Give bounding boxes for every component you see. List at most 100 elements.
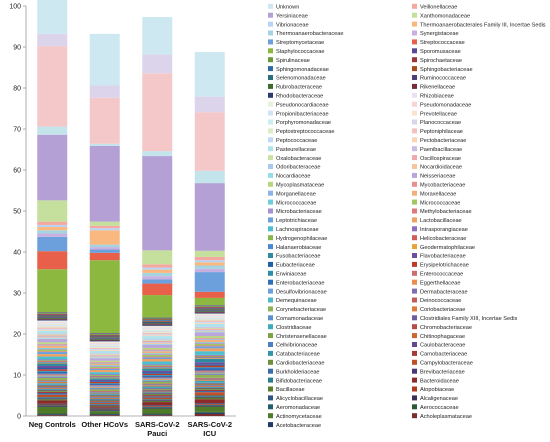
legend-item: Burkholderiaceae [268, 368, 320, 375]
bar-segment [194, 330, 225, 332]
bar-segment [142, 264, 173, 268]
bar-segment [37, 384, 68, 386]
legend-swatch [268, 3, 273, 9]
bar-segment [194, 331, 225, 333]
bar-segment [37, 377, 68, 378]
bar-segment [194, 383, 225, 385]
bar-segment [142, 380, 173, 382]
bar-segment [194, 375, 225, 378]
legend-label: Pectobacteriaceae [420, 138, 466, 144]
legend-swatch [268, 190, 273, 196]
bar-segment [89, 396, 120, 398]
bar-segment [89, 406, 120, 408]
bar-segment [89, 342, 120, 344]
legend-item: Aeromonadaceae [268, 404, 320, 411]
bar-segment [89, 383, 120, 385]
bar-segment [194, 265, 225, 269]
bar-segment [142, 322, 173, 324]
bar-segment [194, 362, 225, 365]
legend-label: Propionibacteriaceae [276, 111, 329, 117]
legend-swatch [268, 155, 273, 161]
legend-label: Atopobiaceae [420, 387, 454, 393]
bar-segment [89, 377, 120, 379]
bar-segment [37, 389, 68, 391]
bar-segment [37, 404, 68, 406]
bar-segment [89, 145, 120, 222]
legend-item: Chitinophagaceae [412, 333, 465, 340]
bar-segment [142, 318, 173, 320]
bar-segment [142, 342, 173, 344]
legend-label: Thermoanaerobacterales Family III, Incer… [420, 22, 546, 28]
bar-segment [37, 336, 68, 338]
legend-swatch [412, 386, 417, 392]
legend-label: Intrasporangiaceae [420, 227, 468, 233]
bar-segment [89, 334, 120, 335]
legend-swatch [412, 297, 417, 303]
bar-segment [89, 374, 120, 375]
bar-segment [37, 381, 68, 384]
legend-label: Streptococcaceae [420, 40, 465, 46]
bar-segment [89, 410, 120, 412]
bar-segment [194, 395, 225, 397]
bar-segment [37, 380, 68, 382]
legend-item: Rhodobacteraceae [268, 92, 323, 100]
bar-segment [89, 381, 120, 382]
bar-segment [89, 389, 120, 391]
legend-swatch [412, 155, 417, 161]
bar-segment [194, 404, 225, 406]
bar-segment [194, 319, 225, 321]
bar-segment [89, 395, 120, 397]
bar-segment [142, 343, 173, 345]
category-label: SARS-CoV-2 ICU [187, 420, 232, 438]
legend-label: Helicobacteraceae [420, 236, 466, 242]
legend-swatch [412, 190, 417, 196]
legend-label: Flavobacteriaceae [420, 254, 466, 260]
bar-segment [37, 226, 68, 231]
bar-segment [194, 365, 225, 368]
legend-swatch [268, 261, 273, 267]
legend-swatch [268, 172, 273, 178]
bar-segment [142, 370, 173, 373]
legend-swatch [268, 137, 273, 143]
bar-segment [142, 319, 173, 321]
bar-stack [194, 51, 225, 416]
bar-segment [89, 347, 120, 350]
bar-segment [142, 396, 173, 398]
bar-segment [37, 269, 68, 313]
bar-segment [89, 399, 120, 401]
bar-segment [89, 400, 120, 402]
legend-item: Pectobacteriaceae [412, 137, 466, 144]
bar-segment [37, 33, 68, 47]
bar-segment [142, 368, 173, 371]
legend-label: Rhodobacteraceae [276, 94, 323, 100]
bar-segment [89, 388, 120, 390]
legend-label: Rhizobiaceae [420, 94, 454, 100]
legend-item: Flavobacteriaceae [412, 253, 466, 260]
legend-swatch [412, 21, 417, 27]
bar-segment [89, 346, 120, 348]
bar-segment [37, 354, 68, 357]
legend-label: Oscillospiraceae [420, 156, 461, 162]
bar-segment [89, 353, 120, 355]
legend-swatch [268, 368, 273, 374]
legend-swatch [268, 297, 273, 303]
legend-item: Thermoanaerobacterales Family III, Incer… [412, 21, 546, 28]
bar-segment [142, 375, 173, 376]
legend-item: Alcaligenaceae [412, 395, 458, 402]
legend-label: Rikenellaceae [420, 85, 455, 91]
legend-item: Sphingomonadaceae [268, 66, 329, 73]
bar-segment [37, 391, 68, 394]
legend-item: Prevotellaceae [412, 110, 457, 117]
legend-swatch [412, 172, 417, 178]
bar-segment [142, 250, 173, 265]
legend-swatch [412, 413, 417, 419]
bar-segment [142, 407, 173, 409]
legend-label: Pseudonocardiaceae [276, 102, 329, 108]
bar-segment [142, 334, 173, 336]
bar-segment [89, 221, 120, 226]
bar-segment [37, 381, 68, 382]
bar-segment [37, 316, 68, 318]
legend-item: Staphylococcaceae [268, 48, 325, 55]
bar-segment [89, 334, 120, 336]
